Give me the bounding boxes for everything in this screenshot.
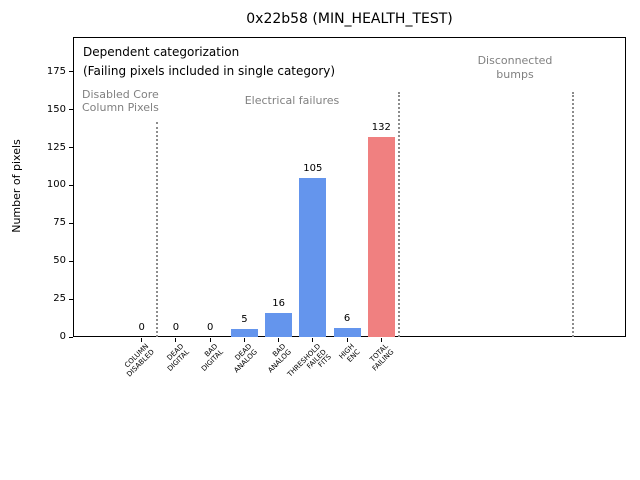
region-label-electrical-failures: Electrical failures: [232, 94, 352, 107]
y-tick-label: 75: [53, 217, 66, 229]
annotation-dependent-categorization-line2: (Failing pixels included in single categ…: [83, 64, 336, 78]
region-label-disconnected-bumps: Disconnected bumps: [455, 54, 575, 82]
y-tick-label: 50: [53, 255, 66, 267]
y-tick-mark: [69, 336, 73, 338]
y-tick-mark: [69, 298, 73, 300]
region-label-line: Disabled Core: [82, 88, 159, 101]
x-tick-mark: [209, 338, 211, 342]
region-label-line: bumps: [496, 68, 534, 81]
bar-value-label: 16: [272, 298, 285, 309]
y-tick-label: 175: [46, 65, 66, 77]
y-tick-mark: [69, 109, 73, 111]
region-label-line: Electrical failures: [244, 94, 340, 107]
category-separator-line: [571, 92, 574, 337]
region-label-line: Disconnected: [477, 54, 553, 67]
x-tick-label: DEAD ANALOG: [232, 342, 259, 375]
y-tick-mark: [69, 222, 73, 224]
category-separator-line: [156, 122, 159, 337]
bar-value-label: 0: [172, 322, 180, 333]
bar-bad-analog: [265, 313, 293, 337]
y-tick-label: 0: [59, 331, 66, 342]
x-tick-mark: [380, 338, 382, 342]
bar-value-label: 132: [371, 122, 391, 133]
x-tick-label: COLUMN DISABLED: [123, 342, 156, 379]
x-tick-mark: [278, 338, 280, 342]
bar-value-label: 0: [206, 322, 214, 333]
chart-title: 0x22b58 (MIN_HEALTH_TEST): [246, 11, 453, 27]
y-tick-label: 25: [53, 293, 66, 305]
annotation-dependent-categorization-line1: Dependent categorization: [83, 45, 240, 59]
x-tick-label: BAD DIGITAL: [199, 342, 225, 373]
x-tick-mark: [175, 338, 177, 342]
x-tick-label: TOTAL FAILING: [368, 342, 396, 373]
bar-total-failing: [367, 137, 395, 337]
x-tick-mark: [346, 338, 348, 342]
plot-area-frame: [73, 37, 626, 337]
y-tick-label: 150: [46, 103, 66, 115]
bar-value-label: 0: [138, 322, 145, 333]
y-tick-mark: [69, 260, 73, 262]
x-tick-label: HIGH ENC: [337, 342, 362, 364]
bar-threshold-failed-fits: [299, 178, 327, 337]
bar-value-label: 105: [303, 163, 323, 174]
x-tick-label: DEAD DIGITAL: [165, 342, 191, 373]
x-tick-mark: [141, 338, 143, 342]
bar-high-enc: [333, 328, 361, 337]
region-label-line: Column Pixels: [82, 101, 159, 114]
x-tick-mark: [243, 338, 245, 342]
y-tick-mark: [69, 147, 73, 149]
y-tick-label: 125: [46, 141, 66, 153]
region-label-disabled-core-column-pixels: Disabled Core Column Pixels: [82, 88, 159, 114]
y-tick-mark: [69, 71, 73, 73]
y-tick-mark: [69, 184, 73, 186]
x-tick-label: THRESHOLD FAILED FITS: [285, 342, 333, 379]
category-separator-line: [398, 92, 401, 337]
x-tick-mark: [312, 338, 314, 342]
y-tick-label: 100: [46, 179, 66, 191]
bar-value-label: 5: [241, 314, 248, 325]
bar-dead-analog: [230, 329, 258, 337]
bar-value-label: 6: [343, 313, 351, 324]
